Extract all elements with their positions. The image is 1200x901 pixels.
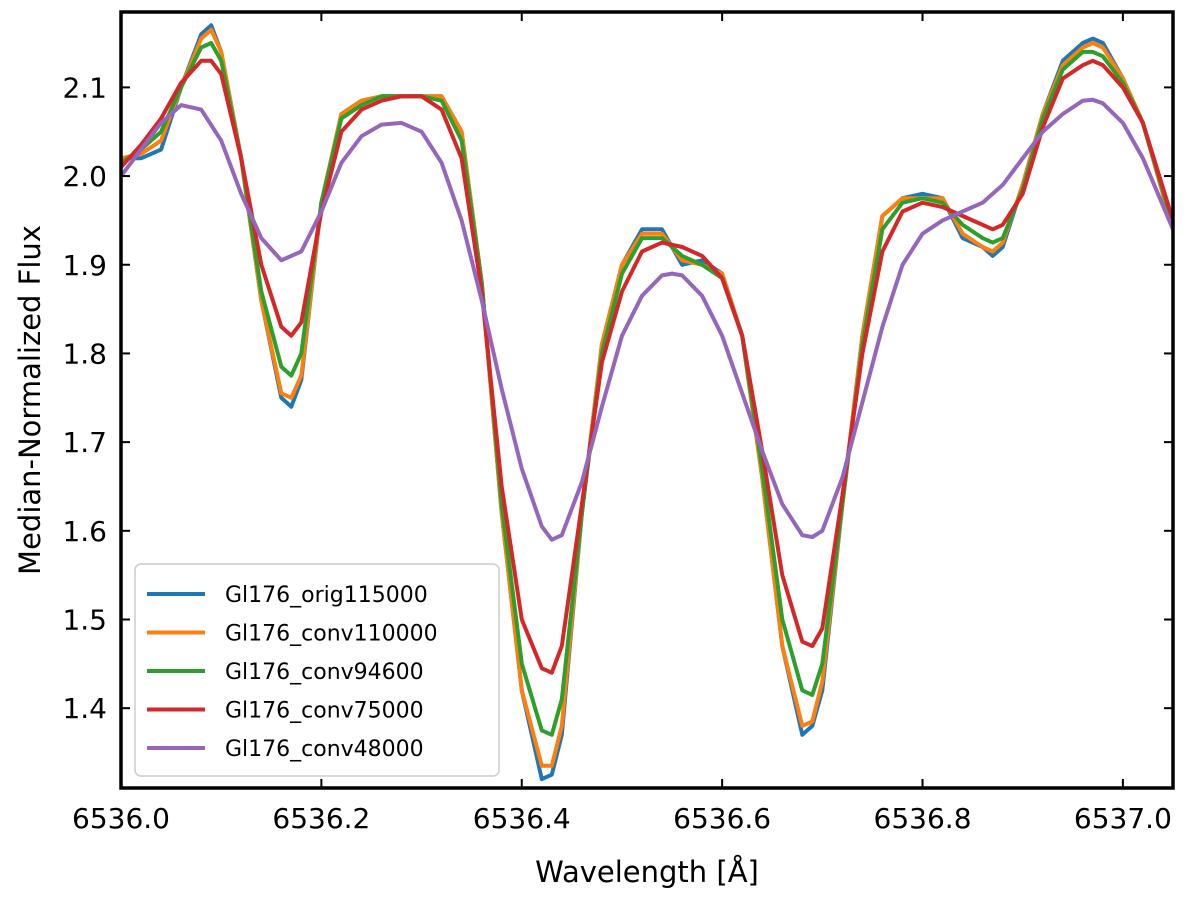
legend-label: Gl176_conv75000 (225, 699, 424, 724)
y-tick-label: 1.5 (62, 603, 107, 636)
y-tick-label: 1.6 (62, 515, 107, 548)
series-line-1 (121, 23, 1173, 782)
y-tick-label: 1.9 (62, 249, 107, 282)
legend-label: Gl176_conv48000 (225, 737, 424, 762)
y-tick-label: 2.0 (62, 160, 107, 193)
legend-box (134, 563, 500, 777)
series-line-3 (121, 41, 1173, 737)
legend-label: Gl176_conv94600 (225, 660, 424, 685)
plot-frame (119, 10, 1175, 790)
series-line-2 (121, 27, 1173, 768)
x-axis-title: Wavelength [Å] (535, 855, 759, 889)
legend-label: Gl176_conv110000 (225, 622, 438, 647)
y-tick-label: 1.7 (62, 426, 107, 459)
x-tick-label: 6536.6 (673, 802, 771, 835)
y-tick-label: 1.8 (62, 337, 107, 370)
legend: Gl176_orig115000 Gl176_conv110000 Gl176_co… (134, 563, 500, 777)
axis-ticks: 6536.0 6536.2 6536.4 6536.6 6536.8 6537.0 1.4 1… (62, 12, 1173, 835)
series-lines (121, 23, 1173, 782)
x-tick-label: 6536.8 (874, 802, 972, 835)
x-tick-label: 6537.0 (1074, 802, 1172, 835)
y-tick-label: 1.4 (62, 692, 107, 725)
y-tick-label: 2.1 (62, 71, 107, 104)
x-tick-label: 6536.0 (72, 802, 170, 835)
legend-label: Gl176_orig115000 (225, 583, 428, 608)
x-tick-label: 6536.4 (473, 802, 571, 835)
series-line-5 (121, 97, 1173, 542)
series-line-4 (121, 58, 1173, 675)
y-axis-title: Median-Normalized Flux (13, 225, 47, 575)
x-tick-label: 6536.2 (272, 802, 370, 835)
